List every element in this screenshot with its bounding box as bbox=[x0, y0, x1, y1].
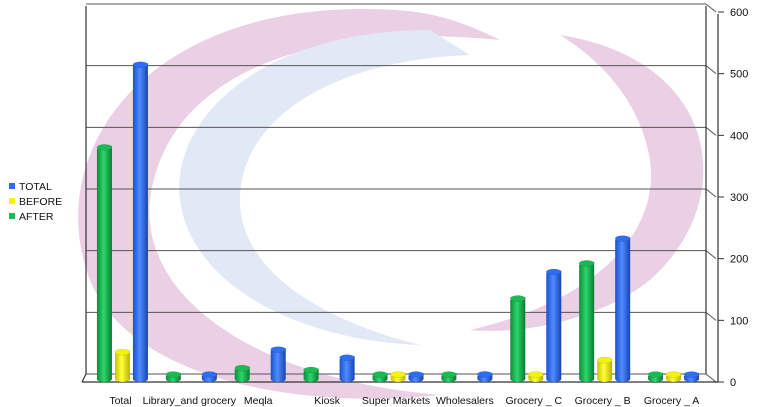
bars bbox=[96, 61, 700, 383]
legend: TOTAL BEFORE AFTER bbox=[9, 181, 62, 223]
x-axis-categories: Total Library_and grocery Meqla Kiosk Super … bbox=[109, 395, 699, 407]
legend-label-before: BEFORE bbox=[19, 196, 62, 208]
x-category-label: Grocery _ A bbox=[644, 395, 699, 407]
bar-after bbox=[372, 371, 388, 382]
x-category-label: Super Markets bbox=[362, 395, 430, 407]
x-category-label: Wholesalers bbox=[436, 395, 494, 407]
legend-swatch-before bbox=[9, 198, 15, 204]
bar-after bbox=[165, 371, 182, 382]
x-category-label: Kiosk bbox=[314, 395, 340, 407]
bar-total bbox=[614, 235, 631, 382]
legend-label-after: AFTER bbox=[19, 211, 54, 223]
bar-total bbox=[201, 371, 218, 382]
legend-swatch-after bbox=[9, 213, 15, 219]
bar-total bbox=[339, 354, 355, 382]
bar-after bbox=[578, 260, 595, 382]
gridlines bbox=[86, 3, 717, 383]
legend-swatch-total bbox=[9, 183, 15, 189]
x-category-label: Grocery _ C bbox=[505, 395, 562, 407]
y-tick-label: 500 bbox=[730, 69, 748, 81]
bar-before bbox=[665, 371, 682, 382]
bar-after bbox=[647, 371, 664, 382]
bar-total bbox=[408, 371, 424, 382]
y-tick-label: 0 bbox=[730, 377, 736, 389]
x-category-label: Grocery _ B bbox=[575, 395, 631, 407]
bar-total bbox=[683, 371, 700, 382]
bar-before bbox=[527, 371, 544, 382]
y-axis-ticks: 0 100 200 300 400 500 600 bbox=[730, 7, 748, 389]
bar-after bbox=[441, 371, 457, 382]
legend-label-total: TOTAL bbox=[19, 181, 52, 193]
bar-before bbox=[114, 348, 131, 382]
bar-total bbox=[270, 346, 287, 382]
x-category-label: Meqla bbox=[244, 395, 273, 407]
x-category-label: Library_and grocery bbox=[143, 395, 237, 407]
background-swirl bbox=[78, 8, 704, 399]
bar-total bbox=[132, 61, 149, 383]
bar-after bbox=[96, 144, 113, 382]
y-tick-label: 600 bbox=[730, 7, 748, 19]
bar-after bbox=[234, 364, 251, 382]
y-tick-label: 400 bbox=[730, 130, 748, 142]
bar-after bbox=[303, 366, 319, 382]
x-category-label: Total bbox=[109, 395, 131, 407]
y-tick-label: 200 bbox=[730, 254, 748, 266]
bar-before bbox=[390, 371, 406, 382]
bar-total bbox=[477, 371, 493, 382]
y-tick-label: 100 bbox=[730, 315, 748, 327]
bar-before bbox=[596, 356, 613, 382]
y-tick-label: 300 bbox=[730, 192, 748, 204]
plot-frame bbox=[81, 6, 724, 383]
bar-total bbox=[545, 268, 562, 382]
bar-after bbox=[509, 295, 526, 382]
